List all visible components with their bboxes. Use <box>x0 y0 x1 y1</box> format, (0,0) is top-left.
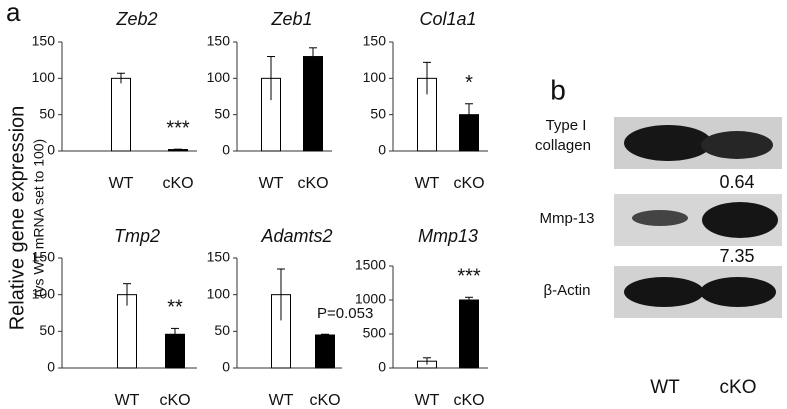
significance-label: P=0.053 <box>317 305 373 322</box>
blot-row-label: β-Actin <box>544 282 591 299</box>
y-tick-label: 0 <box>47 359 55 375</box>
y-tick-label: 150 <box>207 33 231 49</box>
y-tick-label: 50 <box>214 105 230 121</box>
bar <box>315 334 335 369</box>
y-axis-label: Relative gene expression <box>6 106 28 331</box>
y-tick-label: 100 <box>32 285 56 301</box>
significance-label: *** <box>166 117 190 139</box>
bar <box>111 77 131 152</box>
blot-row-label: Mmp-13 <box>539 210 594 227</box>
chart-title: Adamts2 <box>260 226 332 246</box>
x-tick-label: WT <box>269 392 294 409</box>
x-tick-label: cKO <box>162 175 193 192</box>
bar <box>459 299 479 369</box>
y-tick-label: 100 <box>32 69 56 85</box>
blot-row-label: collagen <box>535 137 591 154</box>
band-ratio: 0.64 <box>719 172 754 192</box>
x-tick-label: cKO <box>453 175 484 192</box>
y-tick-label: 150 <box>207 249 231 265</box>
y-tick-label: 150 <box>32 249 56 265</box>
y-tick-label: 50 <box>370 105 386 121</box>
x-tick-label: cKO <box>159 392 190 409</box>
x-tick-label: cKO <box>297 175 328 192</box>
band-ratio: 7.35 <box>719 246 754 266</box>
y-tick-label: 100 <box>207 69 231 85</box>
y-tick-label: 100 <box>207 285 231 301</box>
lane-label: cKO <box>720 377 757 398</box>
y-tick-label: 1000 <box>355 291 386 307</box>
x-tick-label: WT <box>259 175 284 192</box>
y-tick-label: 0 <box>378 142 386 158</box>
chart-title: Col1a1 <box>419 9 476 29</box>
significance-label: ** <box>167 297 183 319</box>
y-tick-label: 50 <box>39 322 55 338</box>
chart-title: Tmp2 <box>114 226 160 246</box>
y-tick-label: 500 <box>363 325 387 341</box>
chart-title: Mmp13 <box>418 226 478 246</box>
x-tick-label: WT <box>415 175 440 192</box>
x-tick-label: WT <box>415 392 440 409</box>
x-tick-label: WT <box>115 392 140 409</box>
x-tick-label: cKO <box>309 392 340 409</box>
y-tick-label: 50 <box>39 105 55 121</box>
y-tick-label: 0 <box>222 142 230 158</box>
y-tick-label: 0 <box>47 142 55 158</box>
y-tick-label: 150 <box>363 33 387 49</box>
y-axis-sublabel: (vs WT mRNA set to 100) <box>31 139 47 297</box>
chart-title: Zeb1 <box>270 9 312 29</box>
bar <box>303 56 323 152</box>
chart-title: Zeb2 <box>115 9 157 29</box>
blot-row-label: Type I <box>546 117 587 134</box>
lane-label: WT <box>650 377 680 398</box>
y-tick-label: 150 <box>32 33 56 49</box>
y-tick-label: 1500 <box>355 257 386 273</box>
y-tick-label: 100 <box>363 69 387 85</box>
panel-label: b <box>550 74 566 105</box>
significance-label: *** <box>457 266 481 288</box>
significance-label: * <box>465 72 473 94</box>
x-tick-label: WT <box>109 175 134 192</box>
blot-images <box>614 117 782 318</box>
y-tick-label: 0 <box>378 359 386 375</box>
y-tick-label: 50 <box>214 322 230 338</box>
panel-label: a <box>6 0 21 27</box>
x-tick-label: cKO <box>453 392 484 409</box>
y-tick-label: 0 <box>222 359 230 375</box>
